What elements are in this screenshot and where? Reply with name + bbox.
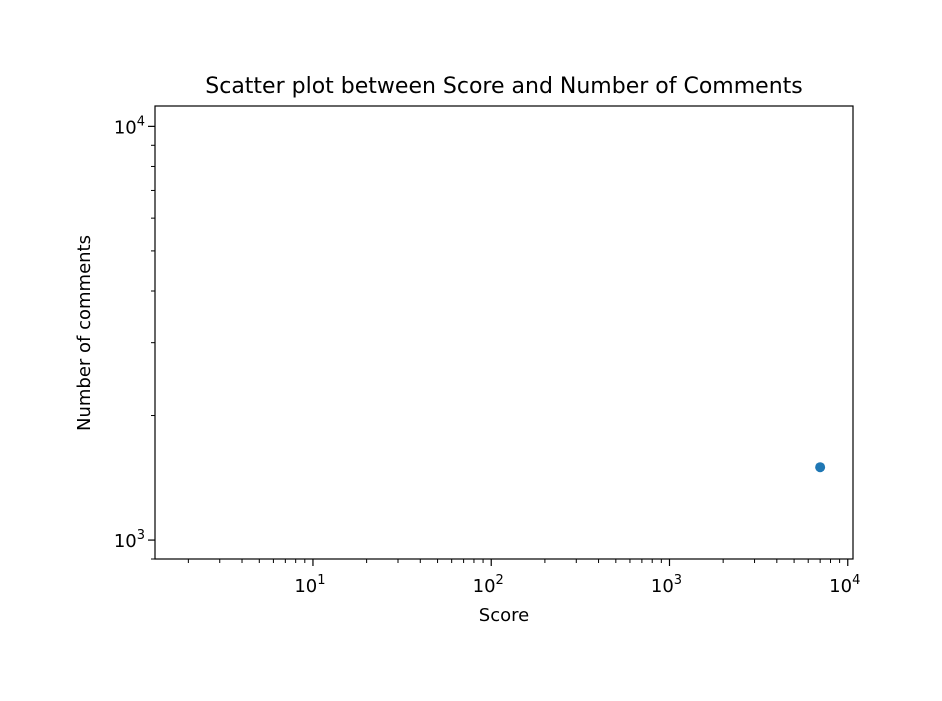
x-tick-label: 102 xyxy=(473,573,504,597)
plot-area xyxy=(154,105,854,560)
y-axis: 103 104 xyxy=(114,114,155,560)
x-axis: 101 102 103 104 xyxy=(187,559,860,597)
y-tick-label: 104 xyxy=(114,114,145,138)
y-tick-label: 103 xyxy=(114,528,145,552)
y-axis-label: Number of comments xyxy=(74,235,95,431)
data-point xyxy=(815,462,826,473)
x-tick-label: 104 xyxy=(829,573,860,597)
x-tick-label: 103 xyxy=(651,573,682,597)
x-axis-label: Score xyxy=(479,605,529,626)
x-tick-label: 101 xyxy=(294,573,325,597)
data-points xyxy=(815,462,826,473)
chart-title: Scatter plot between Score and Number of… xyxy=(205,74,802,99)
